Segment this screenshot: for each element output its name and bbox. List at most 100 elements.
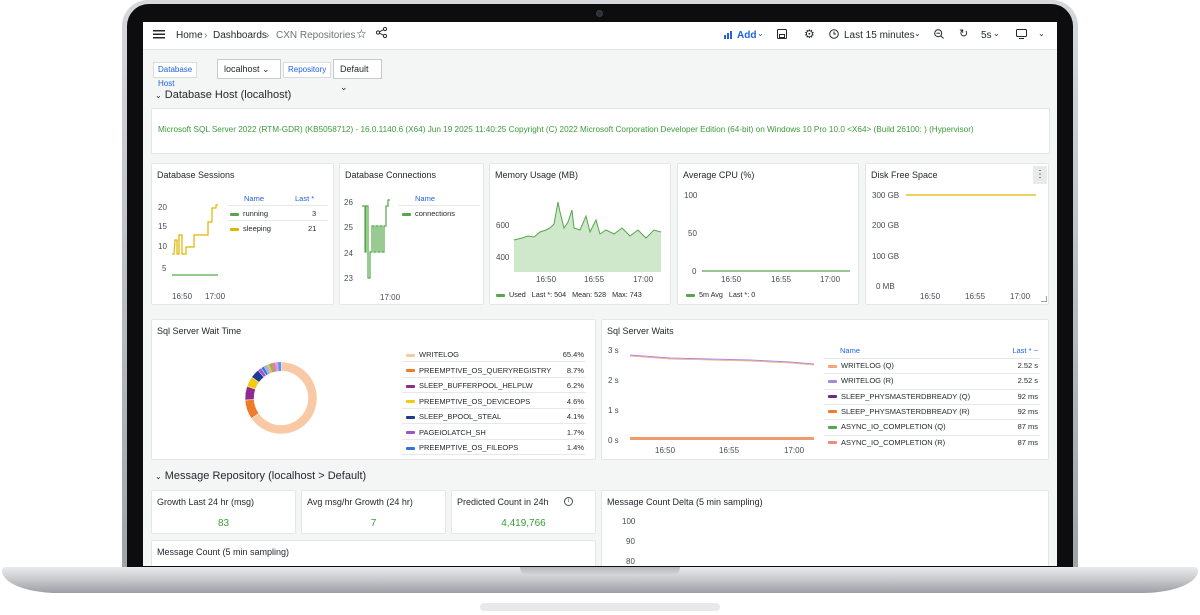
legend-name: SLEEP_BPOOL_STEAL	[419, 412, 502, 421]
legend-item[interactable]: WRITELOG	[406, 350, 459, 359]
time-range-picker[interactable]: Last 15 minutes	[844, 30, 915, 41]
cpu-legend[interactable]: 5m Avg Last *: 0	[686, 290, 755, 299]
row-title-database-host: Database Host (localhost)	[164, 89, 292, 101]
add-chart-icon	[724, 30, 734, 42]
menu-icon[interactable]	[153, 28, 165, 43]
predicted-count-stat-panel: Predicted Count in 24h i 4,419,766	[451, 490, 596, 534]
y-tick: 26	[344, 198, 353, 207]
camera-icon	[596, 10, 603, 17]
legend-item-running[interactable]: running	[230, 209, 268, 218]
breadcrumb-dashboards[interactable]: Dashboards	[213, 30, 267, 41]
panel-title: Message Count (5 min sampling)	[157, 547, 290, 557]
legend-name: 5m Avg	[699, 290, 723, 299]
legend-header-last[interactable]: Last * ~	[1012, 346, 1038, 355]
add-button[interactable]: Add	[737, 30, 757, 41]
chevron-down-icon: ⌄	[340, 82, 348, 92]
y-tick: 23	[344, 274, 353, 283]
breadcrumb-home[interactable]: Home	[176, 30, 203, 41]
panel-title: Average CPU (%)	[683, 170, 755, 180]
save-icon[interactable]	[777, 29, 787, 42]
legend-header-name[interactable]: Name	[244, 194, 265, 203]
legend-item[interactable]: SLEEP_PHYSMASTERDBREADY (Q)	[828, 392, 970, 401]
star-icon[interactable]: ☆	[356, 27, 367, 41]
legend-item[interactable]: PREEMPTIVE_OS_DEVICEOPS	[406, 397, 530, 406]
share-icon[interactable]	[375, 26, 388, 41]
refresh-interval-picker[interactable]: 5s	[981, 30, 992, 41]
donut-slice-other[interactable]	[269, 363, 275, 373]
legend-item-sleeping[interactable]: sleeping	[230, 224, 271, 233]
legend-value: 21	[308, 224, 317, 233]
legend-name: running	[243, 209, 269, 218]
chevron-down-icon: ⌄	[262, 64, 270, 74]
gear-icon[interactable]: ⚙	[804, 27, 815, 41]
legend-value: 4.1%	[566, 412, 584, 421]
y-tick: 90	[626, 537, 635, 546]
legend-divider	[824, 403, 1040, 405]
y-tick: 100	[684, 191, 698, 200]
legend-item[interactable]: ASYNC_IO_COMPLETION (Q)	[828, 422, 946, 431]
tv-mode-icon[interactable]	[1016, 29, 1027, 42]
legend-header-name[interactable]: Name	[840, 346, 861, 355]
legend-last: Last *: 0	[728, 290, 756, 299]
sessions-graph	[172, 204, 218, 276]
x-tick: 17:00	[1010, 292, 1031, 301]
legend-divider	[824, 373, 1040, 375]
sql-server-waits-panel: Sql Server Waits 3 s 2 s 1 s 0 s 16:50 1…	[601, 319, 1049, 460]
legend-divider	[824, 358, 1040, 359]
sleeping-series-line	[172, 204, 218, 255]
y-tick: 600	[496, 221, 510, 230]
donut-slice-other[interactable]	[275, 362, 279, 372]
legend-item[interactable]: PREEMPTIVE_OS_FILEOPS	[406, 443, 518, 452]
legend-swatch	[828, 379, 837, 383]
panel-menu-icon[interactable]: ⋮	[1033, 166, 1047, 184]
disk-free-space-panel: Disk Free Space ⋮ 300 GB 200 GB 100 GB 0…	[865, 163, 1049, 305]
legend-swatch	[828, 441, 837, 445]
stat-value: 7	[370, 518, 377, 529]
legend-divider	[402, 438, 586, 440]
legend-item[interactable]: PAGEIOLATCH_SH	[406, 428, 486, 437]
chevron-down-icon: ⌄	[155, 472, 162, 481]
donut-slice-other[interactable]	[278, 362, 281, 372]
legend-divider	[402, 407, 586, 409]
legend-header-last[interactable]: Last *	[295, 194, 315, 203]
zoom-out-icon[interactable]	[934, 29, 944, 42]
repository-select[interactable]: Default ⌄	[333, 59, 382, 92]
refresh-icon[interactable]: ↻	[959, 28, 969, 40]
legend-name: PREEMPTIVE_OS_QUERYREGISTRY	[419, 365, 552, 375]
memory-series-line	[513, 201, 662, 241]
legend-item[interactable]: SLEEP_PHYSMASTERDBREADY (R)	[828, 407, 970, 416]
database-host-select[interactable]: localhost ⌄	[217, 59, 281, 79]
legend-swatch	[406, 431, 415, 435]
average-cpu-panel: Average CPU (%) 100 50 0 16:50 16:55 17:…	[677, 163, 859, 305]
legend-item[interactable]: WRITELOG (R)	[828, 376, 894, 385]
legend-value: 87 ms	[1017, 422, 1038, 432]
message-count-panel: Message Count (5 min sampling)	[151, 540, 596, 566]
avg-growth-stat-panel: Avg msg/hr Growth (24 hr) 7	[301, 490, 446, 534]
donut-slice-other[interactable]	[266, 363, 273, 374]
legend-item[interactable]: SLEEP_BPOOL_STEAL	[406, 412, 501, 421]
y-tick: 2 s	[608, 376, 619, 385]
donut-slice-other[interactable]	[263, 365, 271, 375]
x-tick: 17:00	[820, 275, 841, 284]
memory-legend[interactable]: Used Last *: 504 Mean: 528 Max: 743	[496, 290, 642, 299]
donut-slice[interactable]	[260, 366, 269, 376]
row-toggle-database-host[interactable]: ⌄ Database Host (localhost)	[155, 89, 291, 101]
legend-item[interactable]: WRITELOG (Q)	[828, 361, 894, 370]
memory-area	[514, 202, 661, 272]
legend-divider	[402, 423, 586, 424]
legend-item[interactable]: PREEMPTIVE_OS_QUERYREGISTRY	[406, 366, 551, 375]
legend-name: SLEEP_BUFFERPOOL_HELPLW	[419, 381, 533, 390]
legend-item-connections[interactable]: connections	[402, 209, 455, 218]
info-icon[interactable]: i	[564, 497, 573, 506]
connections-series-line	[362, 199, 390, 279]
legend-item[interactable]: SLEEP_BUFFERPOOL_HELPLW	[406, 381, 533, 390]
panel-title: Database Sessions	[157, 170, 235, 180]
x-tick: 16:55	[771, 275, 792, 284]
row-toggle-message-repository[interactable]: ⌄ Message Repository (localhost > Defaul…	[155, 470, 366, 482]
memory-usage-panel: Memory Usage (MB) 600 400 16:50 16:55 17…	[489, 163, 671, 305]
resize-handle-icon[interactable]	[1041, 296, 1047, 302]
donut-slice-other[interactable]	[272, 362, 277, 372]
legend-value: 65.4%	[562, 350, 584, 359]
legend-header-name[interactable]: Name	[415, 194, 436, 203]
legend-item[interactable]: ASYNC_IO_COMPLETION (R)	[828, 438, 945, 447]
